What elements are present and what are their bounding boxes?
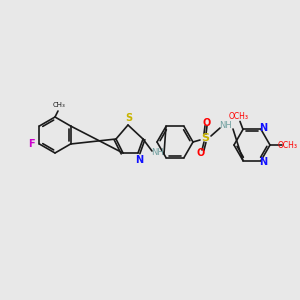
Text: N: N [135, 155, 143, 165]
Text: O: O [197, 148, 205, 158]
Text: O: O [203, 118, 211, 128]
Text: S: S [201, 133, 209, 143]
Text: NH: NH [220, 121, 232, 130]
Text: NH: NH [152, 148, 164, 158]
Text: S: S [125, 113, 133, 123]
Text: CH₃: CH₃ [52, 102, 65, 108]
Text: N: N [259, 123, 267, 134]
Text: OCH₃: OCH₃ [229, 112, 249, 121]
Text: F: F [28, 139, 35, 149]
Text: OCH₃: OCH₃ [278, 140, 298, 149]
Text: N: N [259, 157, 267, 166]
